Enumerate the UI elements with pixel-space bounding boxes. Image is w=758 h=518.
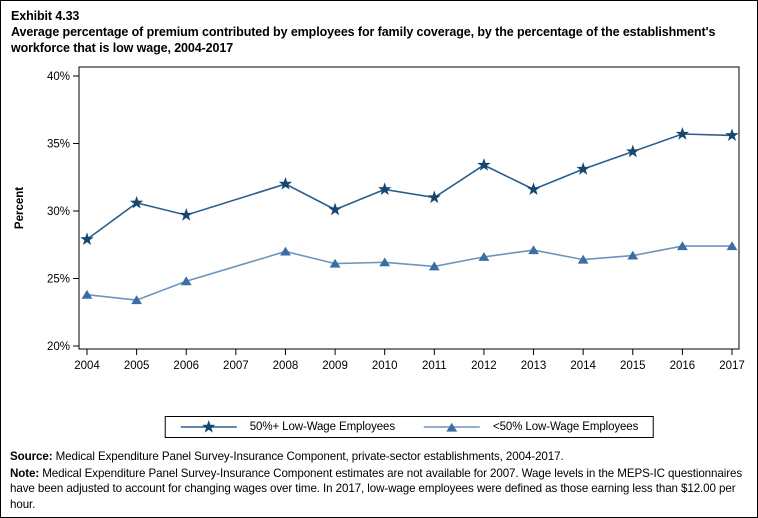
data-point-marker: [726, 241, 738, 251]
series-line: [86, 245, 732, 301]
data-point-marker: [676, 241, 688, 251]
data-point-marker: [80, 232, 94, 246]
data-point-marker: [477, 158, 491, 171]
data-point-marker: [428, 261, 440, 271]
x-tick-label: 2014: [570, 360, 596, 372]
data-point-marker: [427, 190, 441, 204]
x-tick-label: 2004: [74, 360, 100, 372]
legend-label: 50%+ Low-Wage Employees: [249, 421, 395, 433]
x-tick-label: 2007: [223, 360, 249, 372]
data-point-marker: [526, 182, 541, 196]
legend-label: <50% Low-Wage Employees: [493, 421, 639, 433]
data-point-marker: [626, 144, 640, 158]
note-label: Note:: [10, 466, 40, 480]
x-tick-label: 2009: [322, 360, 348, 372]
footnotes: Source: Medical Expenditure Panel Survey…: [10, 449, 752, 513]
data-point-marker: [528, 245, 539, 255]
series-star: [80, 127, 739, 246]
data-point-marker: [81, 289, 93, 299]
data-point-marker: [378, 182, 392, 196]
data-point-marker: [129, 195, 144, 209]
star-line-marker-icon: [180, 420, 237, 433]
series-triangle: [81, 241, 738, 305]
data-point-marker: [280, 246, 291, 256]
y-tick-label: 25%: [47, 274, 70, 286]
x-tick-label: 2015: [620, 360, 646, 372]
x-tick-label: 2012: [471, 360, 497, 372]
triangle-line-marker-icon: [424, 422, 480, 432]
source-text: Medical Expenditure Panel Survey-Insuran…: [52, 450, 564, 463]
x-tick-label: 2011: [422, 360, 447, 372]
data-point-marker: [577, 254, 589, 264]
x-tick-label: 2016: [670, 360, 696, 372]
data-point-marker: [627, 250, 639, 260]
y-axis: 20% 25% 30% 35% 40%: [47, 71, 79, 353]
data-point-marker: [179, 208, 193, 221]
x-tick-label: 2005: [124, 360, 150, 372]
data-point-marker: [329, 258, 341, 268]
legend: 50%+ Low-Wage Employees <50% Low-Wage Em…: [164, 416, 654, 438]
y-tick-label: 20%: [47, 341, 70, 353]
data-point-marker: [131, 295, 143, 305]
legend-item-under50: <50% Low-Wage Employees: [423, 419, 638, 435]
y-axis-title: Percent: [14, 187, 26, 229]
legend-marker: [446, 422, 458, 432]
chart-header: Exhibit 4.33 Average percentage of premi…: [11, 8, 729, 56]
x-tick-label: 2006: [173, 360, 199, 372]
x-axis: 2004 2005 2006 2007 2008 2009 2010 2011 2012 2013…: [74, 349, 745, 372]
method-note: Note: Medical Expenditure Panel Survey-I…: [10, 466, 752, 513]
source-label: Source:: [10, 450, 53, 463]
exhibit-number: Exhibit 4.33: [11, 9, 80, 23]
data-point-marker: [576, 162, 590, 175]
y-tick-label: 30%: [47, 206, 70, 218]
x-tick-label: 2010: [372, 360, 398, 372]
y-tick-label: 35%: [47, 139, 70, 151]
legend-marker: [202, 420, 216, 433]
source-note: Source: Medical Expenditure Panel Survey…: [10, 449, 752, 465]
chart-title: Average percentage of premium contribute…: [11, 25, 716, 55]
data-point-marker: [725, 128, 739, 142]
note-text: Medical Expenditure Panel Survey-Insuran…: [10, 466, 743, 511]
data-point-marker: [675, 127, 690, 140]
x-tick-label: 2017: [719, 360, 745, 372]
data-point-marker: [180, 276, 192, 286]
x-tick-label: 2008: [273, 360, 299, 372]
x-tick-label: 2013: [521, 360, 547, 372]
y-tick-label: 40%: [47, 71, 70, 83]
data-point-marker: [478, 252, 490, 261]
data-point-marker: [379, 257, 391, 267]
data-point-marker: [278, 177, 293, 190]
data-point-marker: [328, 202, 342, 216]
legend-item-50plus: 50%+ Low-Wage Employees: [180, 419, 395, 435]
plot-border: [78, 66, 740, 350]
